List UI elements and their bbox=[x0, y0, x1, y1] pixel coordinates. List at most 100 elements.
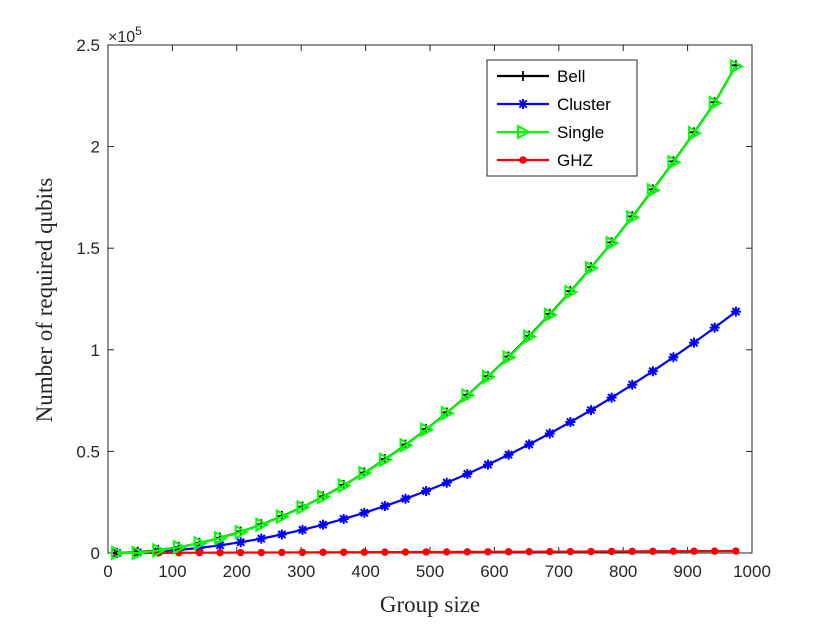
triangle-marker bbox=[564, 284, 579, 300]
asterisk-marker bbox=[441, 477, 452, 488]
dot-marker bbox=[690, 547, 698, 555]
triangle-marker bbox=[517, 124, 532, 140]
legend-entry-ghz: GHZ bbox=[497, 151, 593, 170]
series-single bbox=[111, 58, 744, 561]
asterisk-marker bbox=[400, 493, 411, 504]
triangle-marker bbox=[585, 260, 600, 276]
dot-marker bbox=[360, 548, 369, 556]
y-tick-label: 0 bbox=[91, 544, 100, 563]
plot-area bbox=[107, 44, 753, 554]
y-tick-label: 2.5 bbox=[76, 36, 100, 55]
triangle-marker bbox=[667, 154, 682, 170]
dot-marker bbox=[519, 156, 527, 164]
asterisk-marker bbox=[689, 337, 700, 348]
asterisk-marker bbox=[518, 99, 528, 109]
triangle-marker bbox=[420, 421, 435, 438]
triangle-marker bbox=[481, 369, 497, 385]
asterisk-marker bbox=[627, 379, 638, 390]
dot-marker bbox=[443, 548, 451, 556]
dot-marker bbox=[340, 548, 348, 556]
asterisk-marker bbox=[194, 542, 205, 553]
triangle-marker bbox=[275, 508, 290, 525]
dot-marker bbox=[257, 548, 265, 557]
x-tick-label: 300 bbox=[287, 562, 315, 581]
triangle-marker bbox=[461, 387, 476, 404]
triangle-marker bbox=[172, 539, 187, 555]
legend-entry-bell: Bell bbox=[497, 67, 585, 86]
triangle-marker bbox=[131, 545, 146, 561]
triangle-marker bbox=[708, 95, 723, 111]
legend-label: Bell bbox=[557, 67, 585, 86]
dot-marker bbox=[710, 547, 719, 555]
y-axis-exponent: ×105 bbox=[108, 24, 142, 46]
dot-marker bbox=[732, 547, 740, 555]
triangle-marker bbox=[255, 517, 270, 533]
dot-marker bbox=[381, 548, 389, 556]
asterisk-marker bbox=[297, 524, 308, 535]
asterisk-marker bbox=[421, 486, 432, 497]
triangle-marker bbox=[111, 545, 126, 561]
x-tick-label: 100 bbox=[158, 562, 186, 581]
x-tick-label: 500 bbox=[416, 562, 444, 581]
triangle-marker bbox=[502, 349, 517, 366]
x-axis-title: Group size bbox=[380, 592, 480, 617]
triangle-marker bbox=[378, 452, 394, 468]
y-tick-label: 2 bbox=[91, 138, 100, 157]
asterisk-marker bbox=[565, 417, 576, 428]
y-axis-title: Number of required qubits bbox=[32, 178, 57, 423]
triangle-marker bbox=[646, 182, 661, 198]
x-tick-label: 600 bbox=[480, 562, 508, 581]
dot-marker bbox=[422, 548, 430, 556]
series-layer bbox=[111, 58, 744, 561]
triangle-marker bbox=[214, 530, 229, 546]
triangle-marker bbox=[358, 465, 373, 481]
asterisk-marker bbox=[647, 366, 658, 377]
asterisk-marker bbox=[462, 468, 473, 479]
asterisk-marker bbox=[235, 537, 246, 548]
x-tick-label: 0 bbox=[103, 562, 112, 581]
triangle-marker bbox=[440, 405, 455, 421]
dot-marker bbox=[401, 548, 410, 556]
legend-entry-cluster: Cluster bbox=[497, 95, 611, 114]
y-tick-label: 1 bbox=[91, 341, 100, 360]
dot-marker bbox=[628, 547, 636, 556]
x-tick-label: 900 bbox=[673, 562, 701, 581]
x-tick-label: 400 bbox=[351, 562, 379, 581]
dot-marker bbox=[298, 548, 307, 557]
asterisk-marker bbox=[482, 459, 493, 470]
triangle-marker bbox=[626, 209, 641, 225]
dot-marker bbox=[566, 547, 575, 556]
asterisk-marker bbox=[606, 392, 617, 403]
x-tick-label: 700 bbox=[545, 562, 573, 581]
y-axis-exponent-power: 5 bbox=[135, 24, 142, 38]
triangle-marker bbox=[234, 524, 249, 540]
dot-marker bbox=[504, 548, 513, 556]
x-tick-label: 1000 bbox=[733, 562, 771, 581]
legend-box bbox=[486, 59, 638, 177]
axes-layer: 0 100 200 300 400 500 600 700 800 900 1000 0 0.5 1 1.5… bbox=[76, 36, 771, 581]
triangle-marker bbox=[317, 489, 332, 505]
legend: Bell Cluster Single GHZ bbox=[486, 59, 638, 177]
dot-marker bbox=[216, 548, 224, 557]
legend-label: Single bbox=[557, 123, 604, 142]
dot-marker bbox=[587, 547, 595, 556]
y-tick-label: 1.5 bbox=[76, 239, 100, 258]
triangle-marker bbox=[193, 535, 208, 551]
asterisk-marker bbox=[276, 529, 287, 540]
asterisk-marker bbox=[668, 352, 679, 363]
dot-marker bbox=[195, 549, 204, 557]
y-tick-label: 0.5 bbox=[76, 442, 100, 461]
asterisk-marker bbox=[524, 439, 535, 450]
legend-entry-single: Single bbox=[497, 123, 604, 142]
series-line-single bbox=[117, 65, 737, 555]
dot-marker bbox=[607, 547, 616, 556]
dot-marker bbox=[546, 547, 554, 556]
triangle-marker bbox=[296, 499, 311, 515]
plus-marker bbox=[518, 71, 528, 81]
x-tick-label: 200 bbox=[223, 562, 251, 581]
y-axis-exponent-base: ×10 bbox=[108, 29, 135, 46]
triangle-marker bbox=[729, 58, 744, 75]
dot-marker bbox=[236, 548, 245, 557]
series-ghz bbox=[113, 547, 740, 557]
